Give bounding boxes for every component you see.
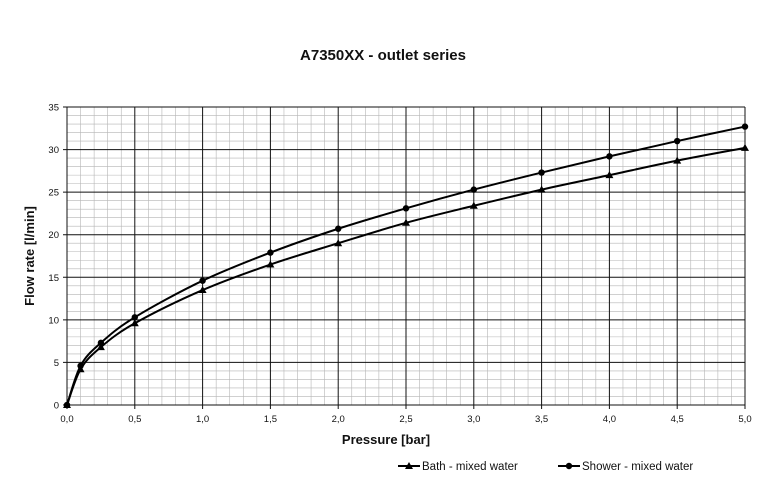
data-point [334, 239, 343, 247]
y-tick-label: 35 [48, 103, 59, 114]
data-point [402, 205, 410, 212]
x-tick-label: 0,0 [60, 414, 73, 425]
data-point [673, 156, 682, 164]
data-point [96, 343, 105, 351]
legend-item: Shower - mixed water [558, 461, 693, 473]
data-point [77, 362, 84, 370]
y-tick-label: 25 [48, 188, 59, 199]
data-point [469, 201, 478, 209]
x-axis-ticks: 0,0 0,5 1,0 1,5 2,0 2,5 3,0 3,5 4,0 4,5 5,0 [60, 414, 751, 425]
x-tick-label: 2,5 [399, 414, 412, 425]
legend-marker [405, 462, 413, 469]
data-point [266, 260, 275, 268]
y-axis-label: Flow rate [l/min] [22, 206, 37, 306]
y-tick-label: 0 [54, 401, 59, 412]
grid-major [63, 106, 746, 409]
x-tick-label: 5,0 [738, 414, 751, 425]
x-tick-label: 3,5 [535, 414, 548, 425]
y-tick-label: 30 [48, 145, 59, 156]
y-tick-label: 15 [48, 273, 59, 284]
legend-label: Bath - mixed water [422, 461, 518, 473]
data-point [674, 137, 681, 145]
data-point [606, 153, 613, 160]
data-point [130, 319, 139, 327]
legend-marker [565, 462, 573, 470]
y-tick-label: 10 [48, 315, 59, 326]
y-tick-label: 5 [54, 358, 59, 369]
x-tick-label: 1,0 [196, 414, 209, 425]
legend-item: Bath - mixed water [398, 461, 518, 473]
legend-label: Shower - mixed water [582, 461, 693, 473]
data-point [198, 286, 207, 294]
x-tick-label: 1,5 [264, 414, 277, 425]
x-tick-label: 3,0 [467, 414, 480, 425]
data-point [199, 277, 206, 284]
chart-title: A7350XX - outlet series [300, 47, 466, 64]
legend: Bath - mixed water Shower - mixed water [398, 461, 693, 473]
x-tick-label: 4,5 [671, 414, 684, 425]
y-tick-label: 20 [48, 230, 59, 241]
data-point [741, 143, 749, 151]
y-axis-ticks: 0 5 10 15 20 25 30 35 [48, 103, 59, 412]
x-tick-label: 4,0 [603, 414, 616, 425]
data-point [402, 218, 410, 226]
data-point [741, 123, 749, 130]
x-tick-label: 0,5 [128, 414, 141, 425]
data-point [537, 185, 546, 193]
x-tick-label: 2,0 [332, 414, 345, 425]
data-point [131, 314, 138, 321]
series-group [63, 123, 749, 409]
data-point [605, 171, 614, 179]
data-point [538, 169, 545, 176]
data-point [267, 249, 274, 256]
data-point [335, 225, 342, 232]
x-axis-label: Pressure [bar] [342, 432, 430, 447]
data-point [97, 339, 105, 347]
series-shower-mixed-water [63, 123, 749, 409]
data-point [63, 401, 71, 409]
data-point [470, 186, 477, 193]
